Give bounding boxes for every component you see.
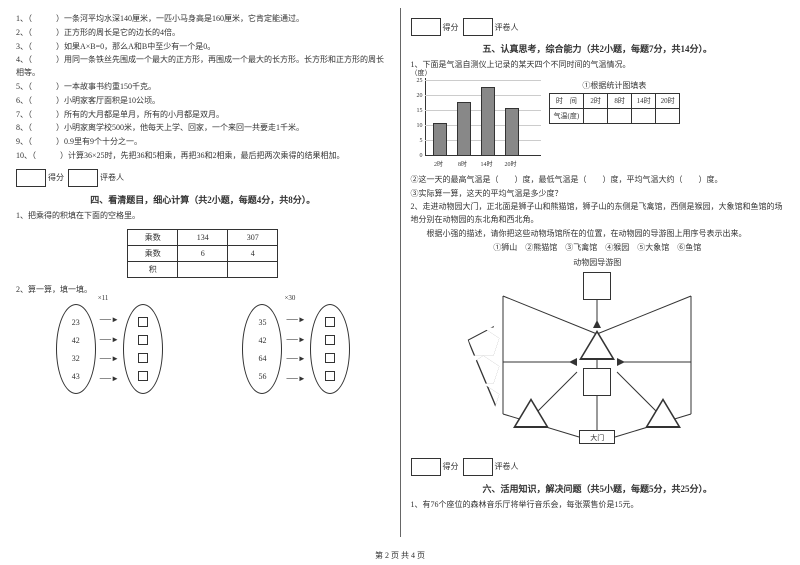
ellipse-right-1	[123, 304, 163, 394]
section-5-title: 五、认真思考，综合能力（共2小题，每题7分，共14分）。	[411, 42, 785, 55]
score-box-4: 得分 评卷人	[16, 169, 390, 187]
question-10: 10、（ ）计算36×25时，先把36和5相乘，再把36和2相乘，最后把两次乘得…	[16, 150, 390, 163]
zoo-map-title: 动物园导游图	[411, 257, 785, 268]
question-9: 9、（ ）0.9里有9个十分之一。	[16, 136, 390, 149]
zoo-map: 大门	[467, 272, 727, 452]
question-5: 5、（ ）一本故事书约重150千克。	[16, 81, 390, 94]
ellipse-left-2: 3542 6456	[242, 304, 282, 394]
ellipse-left-1: 2342 3243	[56, 304, 96, 394]
ellipse-right-2	[310, 304, 350, 394]
page-footer: 第 2 页 共 4 页	[0, 550, 800, 561]
zoo-legend: ①狮山 ②熊猫馆 ③飞禽馆 ④猴园 ⑤大象馆 ⑥鱼馆	[411, 242, 785, 255]
temperature-table: 时 间 2时 8时 14时 20时 气温(度)	[549, 93, 681, 124]
q5-2-text: 2、走进动物园大门，正北面是狮子山和熊猫馆，狮子山的东侧是飞禽馆，西侧是猴园，大…	[411, 201, 785, 227]
q5-1-text: 1、下面是气温自测仪上记录的某天四个不同时间的气温情况。	[411, 59, 785, 72]
question-4: 4、（ ）用同一条铁丝先围成一个最大的正方形，再围成一个最大的长方形。长方形和正…	[16, 54, 390, 80]
multiplication-table: 乘数134307 乘数64 积	[127, 229, 278, 278]
question-6: 6、（ ）小明家客厅面积是10公顷。	[16, 95, 390, 108]
chart-subtitle: ①根据统计图填表	[549, 80, 681, 91]
question-7: 7、（ ）所有的大月都是单月，所有的小月都是双月。	[16, 109, 390, 122]
question-3: 3、（ ）如果A×B=0，那么A和B中至少有一个是0。	[16, 41, 390, 54]
section-4-title: 四、看清题目，细心计算（共2小题，每题4分，共8分）。	[16, 193, 390, 206]
fill-q3: ③实际算一算，这天的平均气温是多少度？	[411, 188, 785, 201]
q4-2-text: 2、算一算，填一填。	[16, 284, 390, 297]
q6-1-text: 1、有76个座位的森林音乐厅将举行音乐会，每张票售价是15元。	[411, 499, 785, 512]
question-1: 1、（ ）一条河平均水深140厘米，一匹小马身高是160厘米，它肯定能通过。	[16, 13, 390, 26]
gate-label: 大门	[579, 430, 615, 444]
fill-q2: ②这一天的最高气温是（ ）度，最低气温是（ ）度，平均气温大约（ ）度。	[411, 174, 785, 187]
temperature-bar-chart: （度） 0 5 10 15 20 25 2时 8时 14时 20时	[411, 78, 541, 168]
score-box-5: 得分 评卷人	[411, 18, 785, 36]
q5-2-sub: 根据小强的描述，请你把这些动物场馆所在的位置，在动物园的导游图上用序号表示出来。	[411, 228, 785, 241]
question-2: 2、（ ）正方形的周长是它的边长的4倍。	[16, 27, 390, 40]
q4-1-text: 1、把乘得的积填在下面的空格里。	[16, 210, 390, 223]
ellipse-diagram: ×11 2342 3243 ──►──►──►──► ×30 3542 6456…	[16, 304, 390, 394]
section-6-title: 六、活用知识，解决问题（共5小题，每题5分，共25分）。	[411, 482, 785, 495]
question-8: 8、（ ）小明家离学校500米，他每天上学、回家，一个来回一共要走1千米。	[16, 122, 390, 135]
score-box-6: 得分 评卷人	[411, 458, 785, 476]
